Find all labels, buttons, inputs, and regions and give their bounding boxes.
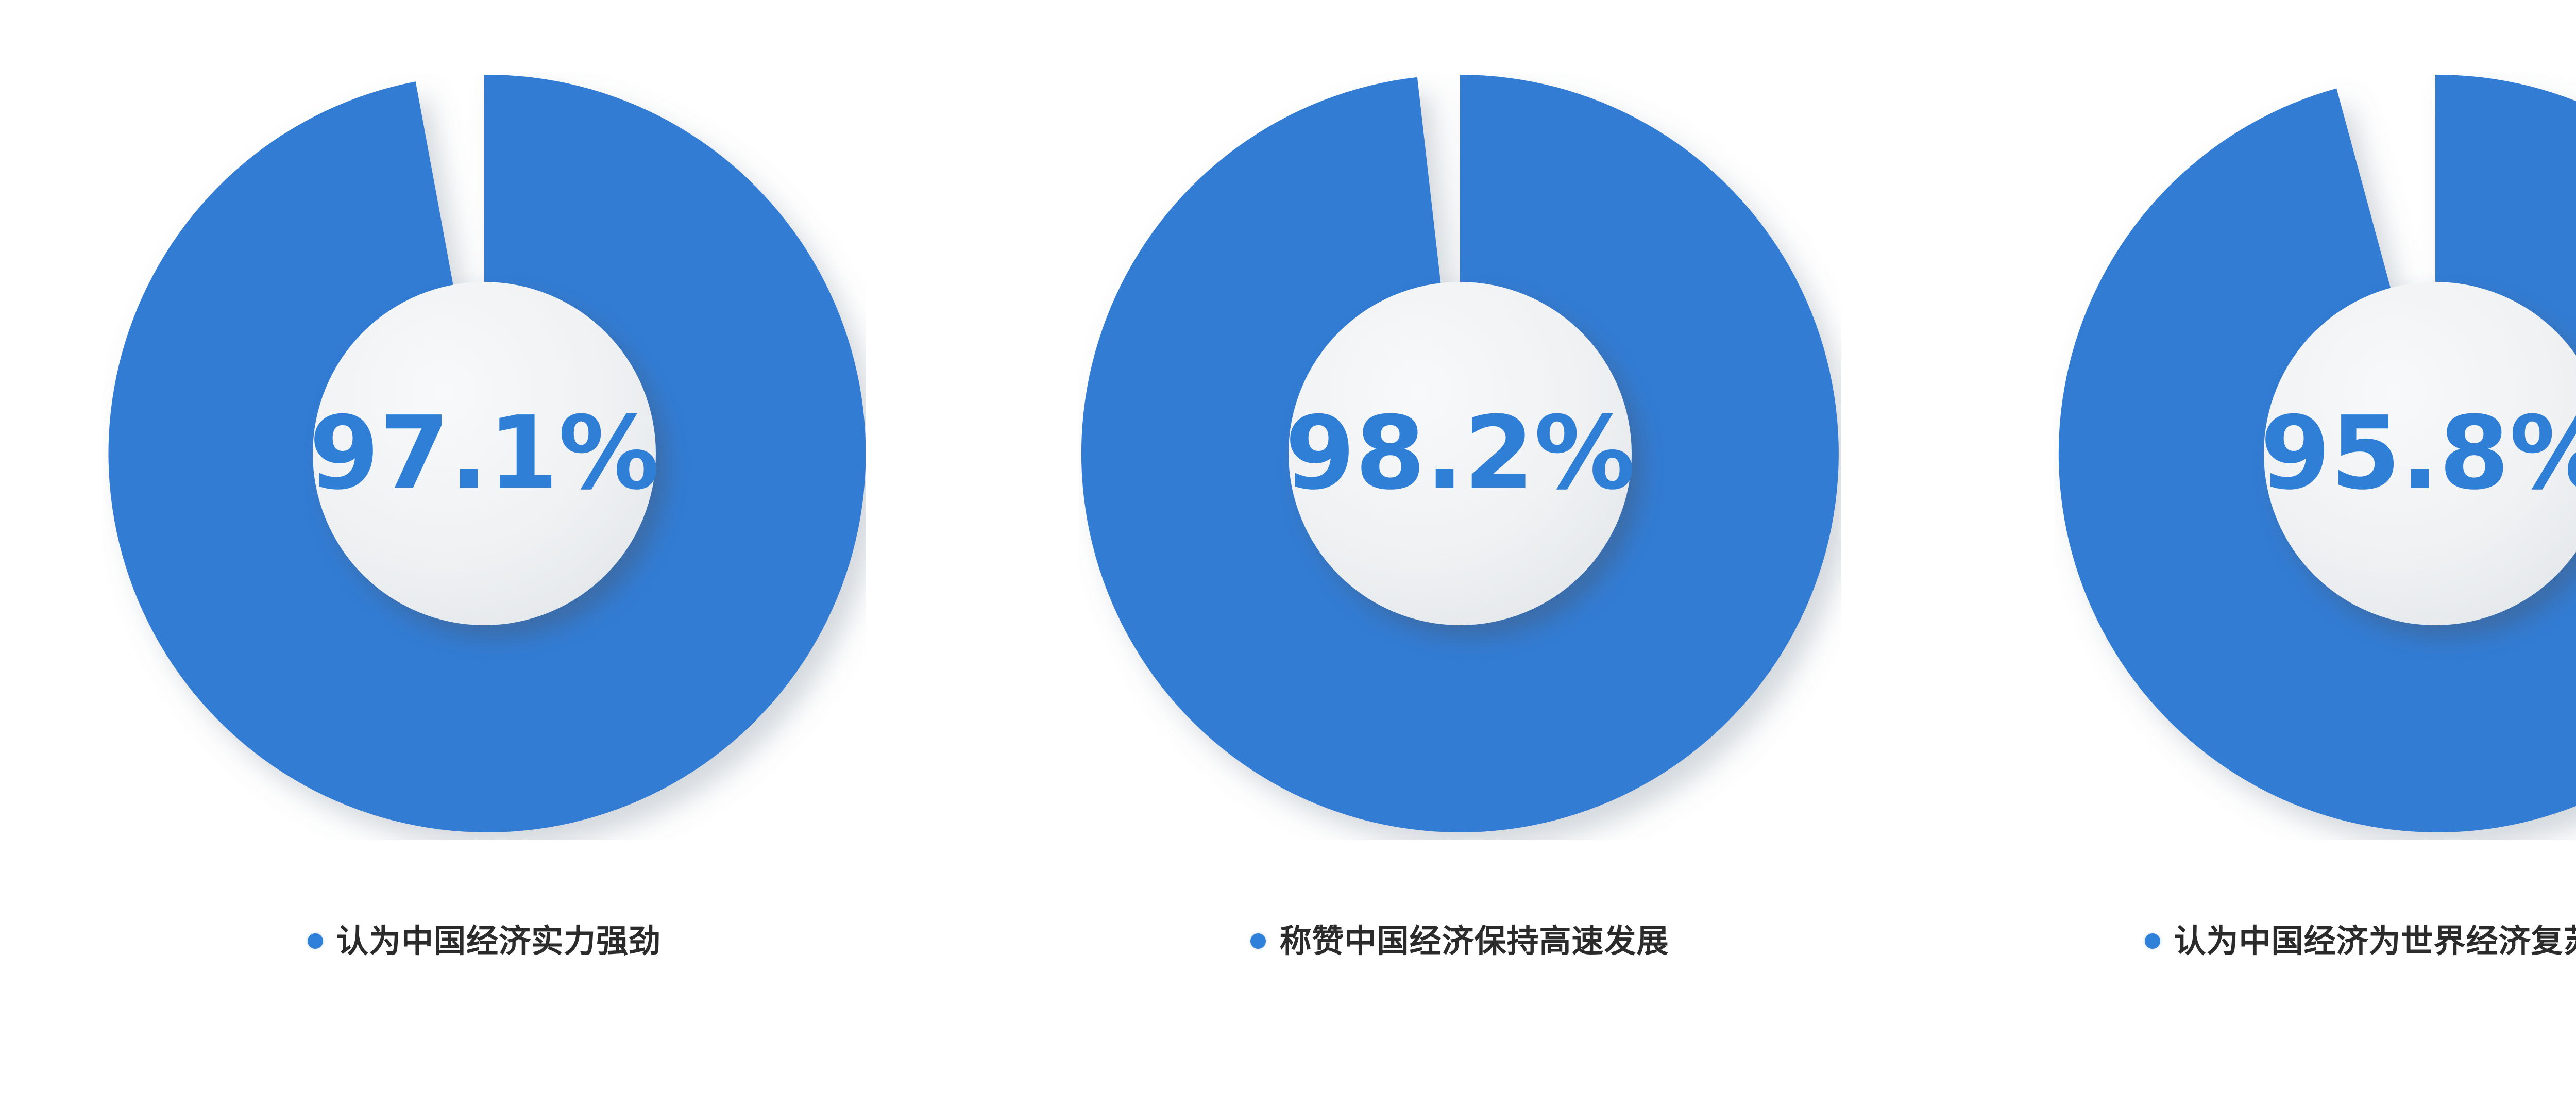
donut-inner-disc-2 bbox=[1288, 282, 1632, 625]
legend-1: 认为中国经济实力强劲 bbox=[62, 925, 907, 957]
donut-inner-disc-3 bbox=[2264, 282, 2576, 625]
donut-chart-card-2: 98.2% 称赞中国经济保持高速发展 bbox=[1038, 0, 1883, 1105]
donut-svg-3: 95.8% bbox=[2058, 74, 2576, 832]
donut-svg-2: 98.2% bbox=[1081, 75, 1839, 832]
legend-label-3: 认为中国经济为世界经济复苏贡献巨大 bbox=[2174, 922, 2576, 960]
donut-chart-2[interactable]: 98.2% bbox=[1079, 72, 1841, 840]
legend-dot-icon-1 bbox=[307, 933, 323, 949]
donut-inner-disc-1 bbox=[313, 282, 656, 625]
donut-chart-card-3: 95.8% 认为中国经济为世界经济复苏贡献巨大 bbox=[2013, 0, 2576, 1105]
donut-svg-1: 97.1% bbox=[108, 74, 866, 832]
donut-chart-3[interactable]: 95.8% bbox=[2054, 72, 2576, 840]
donut-value-label-1: 97.1% bbox=[309, 395, 659, 512]
legend-dot-icon-3 bbox=[2145, 933, 2161, 949]
legend-label-2: 称赞中国经济保持高速发展 bbox=[1279, 922, 1669, 960]
donut-chart-1[interactable]: 97.1% bbox=[103, 72, 866, 840]
legend-2: 称赞中国经济保持高速发展 bbox=[1038, 925, 1883, 957]
legend-dot-icon-2 bbox=[1250, 933, 1266, 949]
donut-chart-card-1: 97.1% 认为中国经济实力强劲 bbox=[62, 0, 907, 1105]
donut-value-label-3: 95.8% bbox=[2260, 395, 2576, 512]
donut-value-label-2: 98.2% bbox=[1285, 395, 1635, 512]
legend-3: 认为中国经济为世界经济复苏贡献巨大 bbox=[2013, 925, 2576, 957]
legend-label-1: 认为中国经济实力强劲 bbox=[336, 922, 661, 960]
